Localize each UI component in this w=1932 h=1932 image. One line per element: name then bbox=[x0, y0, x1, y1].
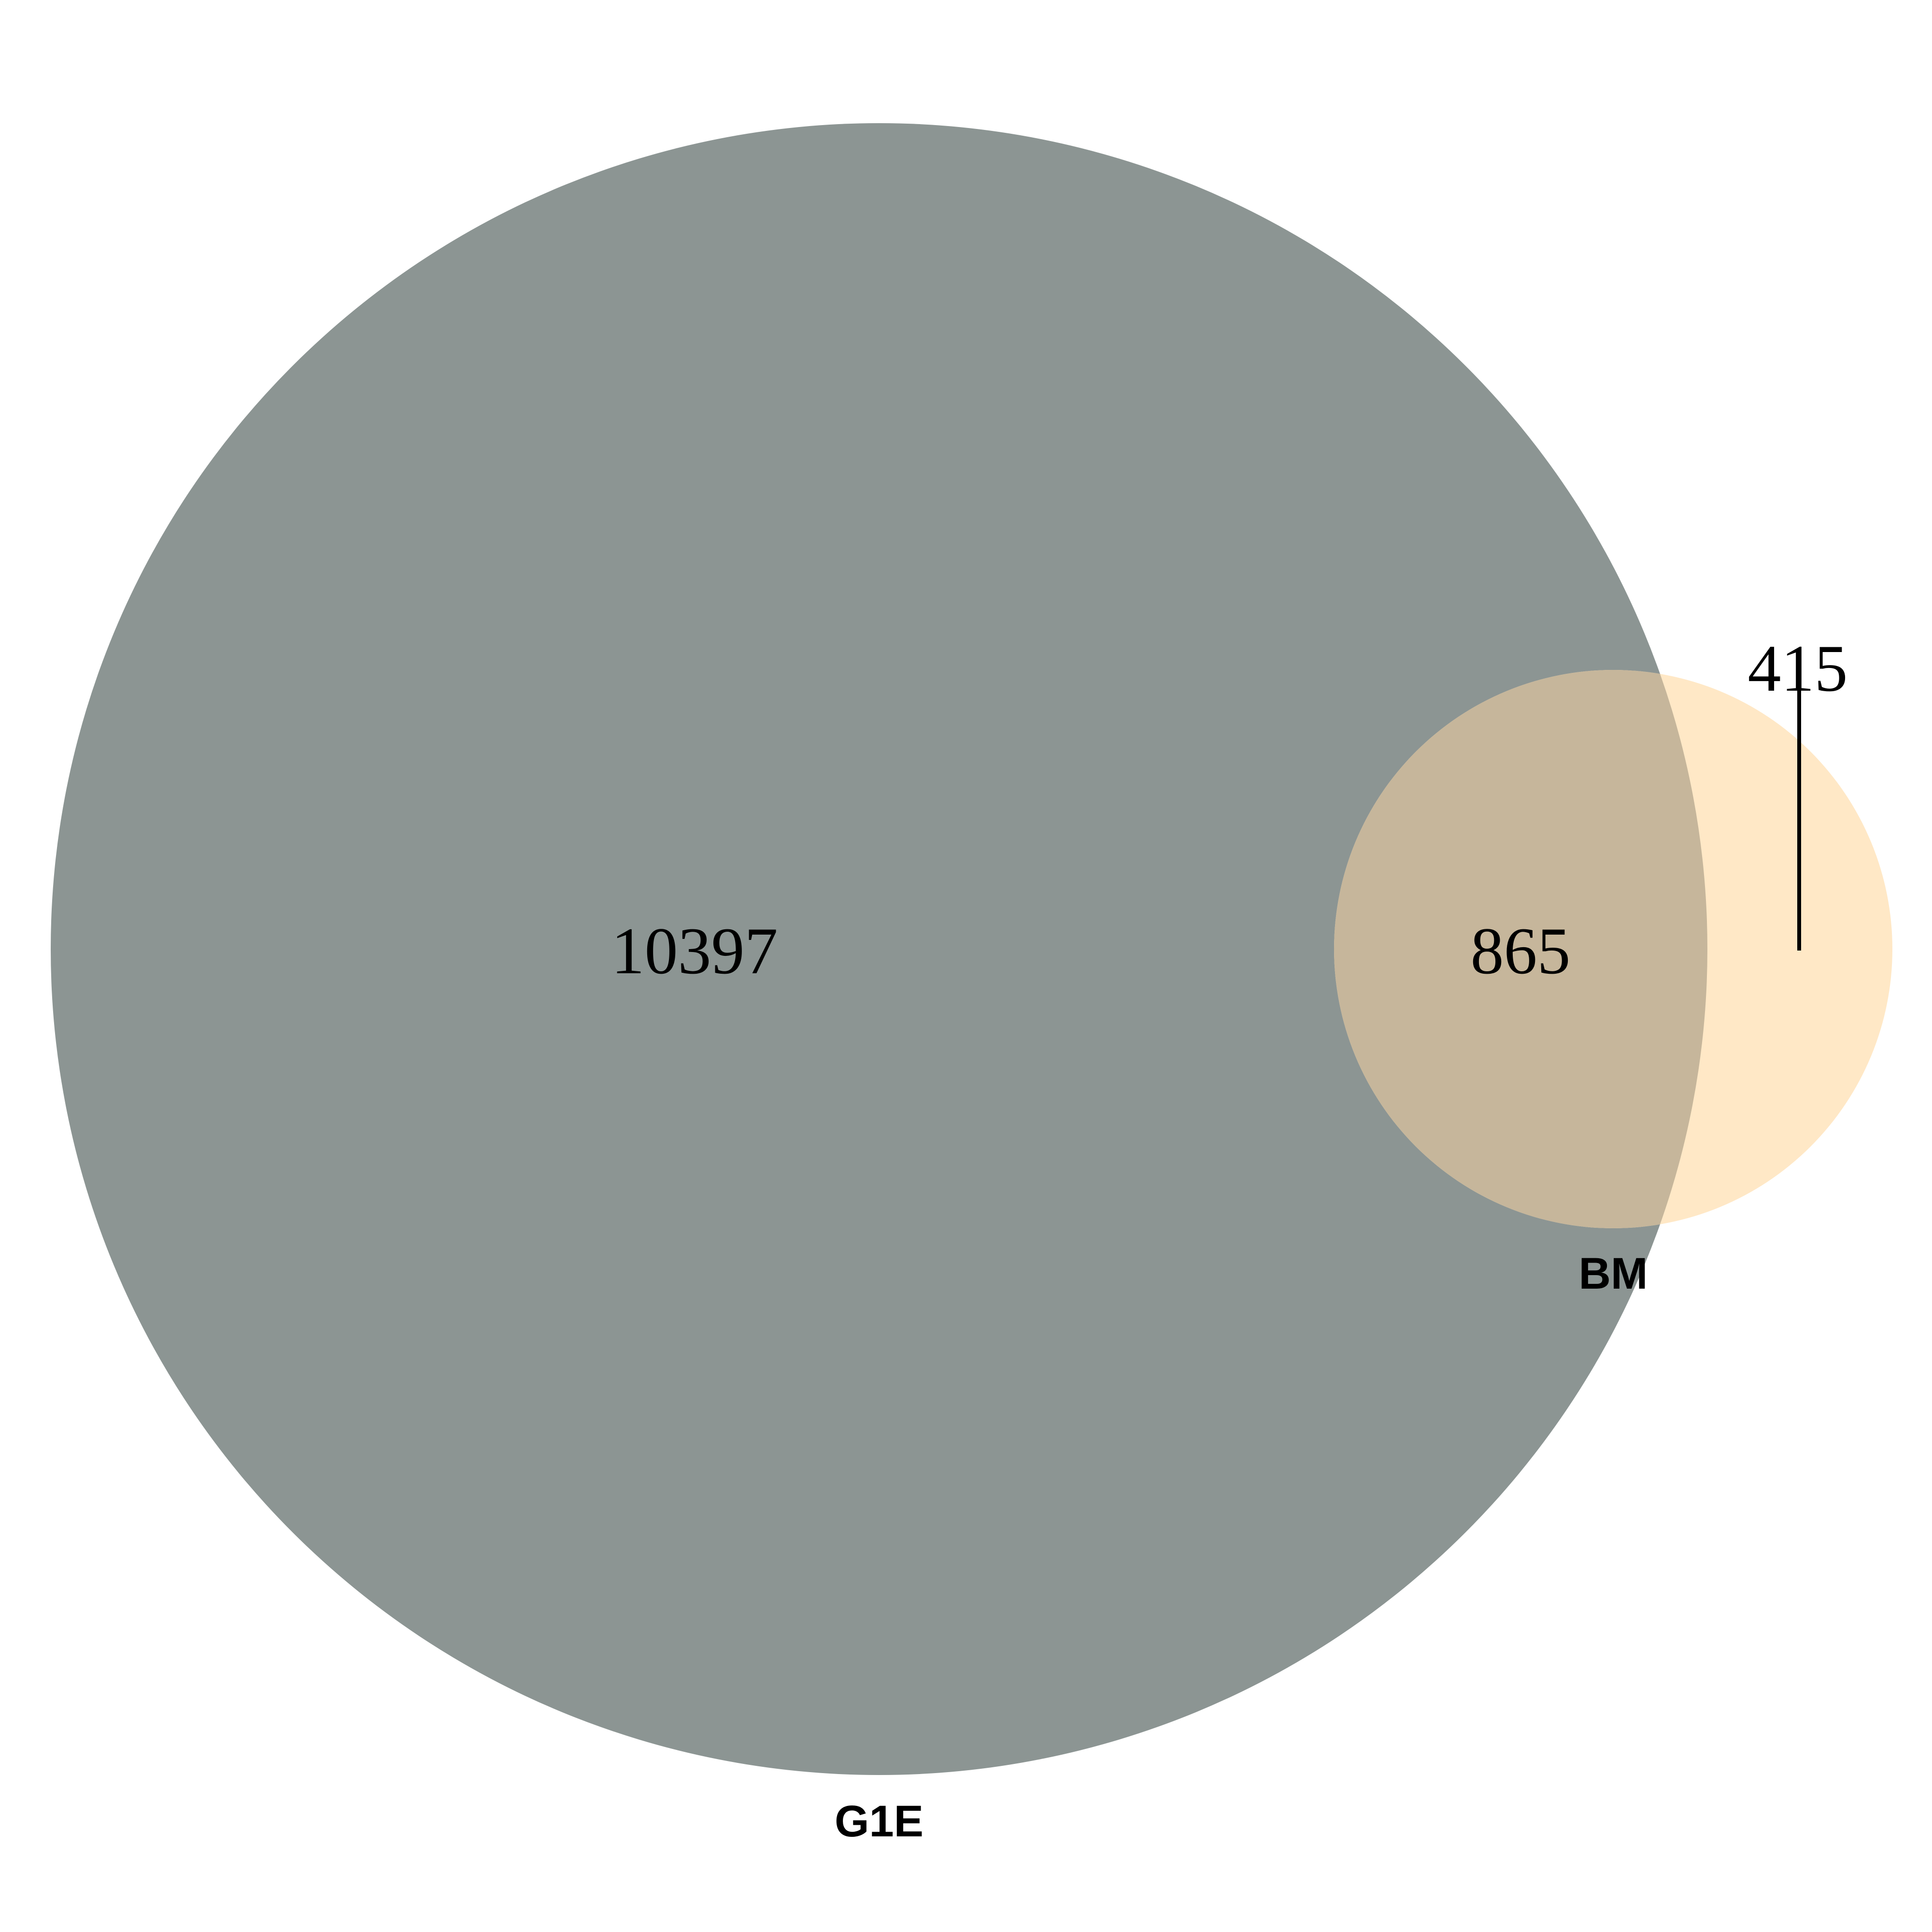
g1e-circle bbox=[51, 123, 1707, 1775]
bm-only-count: 415 bbox=[1748, 631, 1848, 705]
g1e-only-count: 10397 bbox=[611, 914, 778, 988]
g1e-set-label: G1E bbox=[835, 1797, 923, 1846]
intersection-region bbox=[1334, 670, 1707, 1228]
intersection-count: 865 bbox=[1471, 914, 1571, 988]
bm-set-label: BM bbox=[1578, 1249, 1648, 1298]
